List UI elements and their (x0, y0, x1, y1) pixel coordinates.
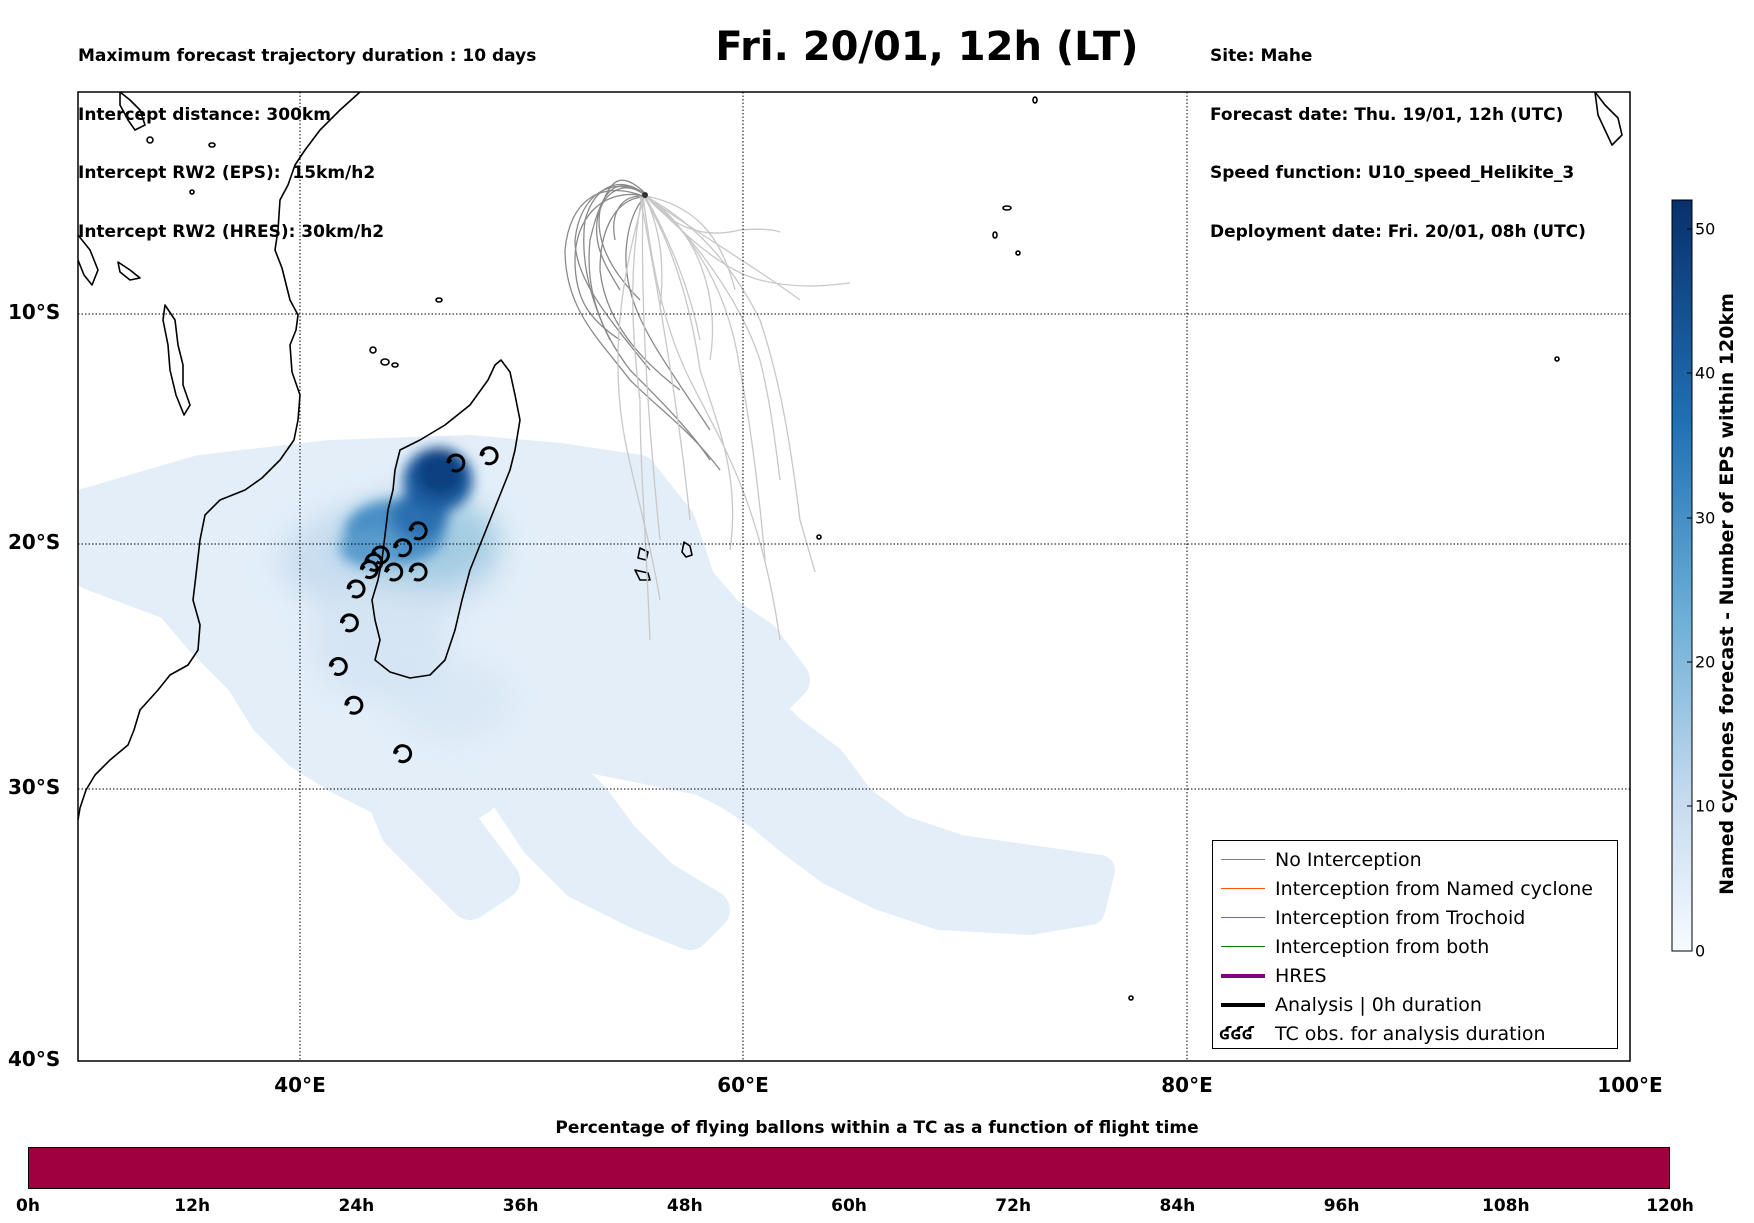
header-line: Speed function: U10_speed_Helikite_3 (1210, 163, 1575, 183)
lon-label: 60°E (717, 1073, 769, 1097)
legend-label: Interception from Named cyclone (1275, 877, 1593, 900)
map-legend: No Interception Interception from Named … (1212, 840, 1618, 1049)
legend-item: Analysis | 0h duration (1213, 990, 1617, 1019)
lat-label: 40°S (8, 1047, 61, 1071)
header-line: Intercept distance: 300km (78, 104, 331, 125)
lon-label: 40°E (274, 1073, 326, 1097)
flight-bar-tick-label: 96h (1323, 1196, 1360, 1216)
colorbar-ticks (1687, 228, 1692, 952)
colorbar-tick-label: 50 (1695, 219, 1716, 239)
tc-observation-icon (446, 453, 466, 473)
flight-bar-tick-label: 0h (16, 1196, 40, 1216)
legend-swatch (1221, 973, 1265, 978)
forecast-settings-text: Maximum forecast trajectory duration : 1… (78, 8, 536, 262)
tc-observation-icon (328, 657, 348, 676)
colorbar-tick-label: 0 (1695, 941, 1706, 961)
flight-bar-tick-label: 120h (1646, 1196, 1694, 1216)
legend-label: No Interception (1275, 848, 1422, 871)
tc-observation-icon (346, 579, 366, 599)
legend-swatch (1221, 858, 1265, 860)
legend-label: Interception from Trochoid (1275, 906, 1526, 929)
legend-label: Analysis | 0h duration (1275, 993, 1482, 1016)
site-info-text: Site: Mahe Forecast date: Thu. 19/01, 12… (1210, 8, 1586, 262)
map-grid (78, 92, 1630, 1061)
header-line: Maximum forecast trajectory duration : 1… (78, 46, 537, 66)
tc-observation-icon (408, 562, 428, 582)
flight-bar-tick-label: 48h (666, 1196, 703, 1216)
colorbar-tick-label: 20 (1695, 652, 1716, 672)
legend-item: No Interception (1213, 845, 1617, 874)
header-line: Deployment date: Fri. 20/01, 08h (UTC) (1210, 221, 1586, 242)
colorbar-tick-label: 30 (1695, 508, 1716, 528)
flight-bar-tick-label: 36h (502, 1196, 539, 1216)
tc-observation-icon (384, 562, 404, 582)
colorbar-label: Named cyclones forecast - Number of EPS … (1716, 293, 1738, 895)
legend-item: ʛʛʛ TC obs. for analysis duration (1213, 1019, 1617, 1048)
legend-swatch (1221, 887, 1265, 889)
tc-observation-icon (339, 613, 359, 633)
flight-bar-tick-label: 60h (831, 1196, 867, 1216)
coastlines (78, 92, 1623, 1001)
flight-bar-tick-label: 24h (338, 1196, 375, 1216)
tc-observation-icon (344, 695, 364, 715)
legend-swatch (1221, 916, 1265, 918)
flight-bar-tick-label: 72h (995, 1196, 1032, 1216)
legend-item: Interception from Trochoid (1213, 903, 1617, 932)
flight-time-bar (28, 1147, 1670, 1189)
header-line: Intercept RW2 (EPS): 15km/h2 (78, 163, 376, 183)
flight-bar-tick-label: 12h (174, 1196, 211, 1216)
header-line: Site: Mahe (1210, 46, 1313, 66)
lon-label: 80°E (1161, 1073, 1213, 1097)
flight-bar-tick-label: 108h (1482, 1196, 1530, 1216)
map-title: Fri. 20/01, 12h (LT) (715, 24, 1139, 70)
tc-observation-icon (408, 521, 428, 541)
header-line: Forecast date: Thu. 19/01, 12h (UTC) (1210, 104, 1564, 125)
tc-symbol-icon: ʛʛʛ (1219, 1023, 1254, 1044)
trajectories (564, 179, 851, 641)
lon-label: 100°E (1597, 1073, 1663, 1097)
colorbar-tick-label: 40 (1695, 363, 1716, 383)
legend-swatch (1221, 1002, 1265, 1007)
lat-label: 20°S (8, 530, 61, 554)
tc-observation-icon (393, 538, 413, 558)
flight-bar-tick-label: 84h (1159, 1196, 1196, 1216)
legend-label: HRES (1275, 964, 1327, 987)
eps-colorbar (1671, 199, 1693, 952)
flight-bar-title: Percentage of flying ballons within a TC… (555, 1118, 1199, 1138)
legend-item: Interception from Named cyclone (1213, 874, 1617, 903)
lat-label: 30°S (8, 775, 61, 799)
legend-label: Interception from both (1275, 935, 1490, 958)
legend-label: TC obs. for analysis duration (1275, 1022, 1546, 1045)
tc-observation-icon (479, 446, 499, 466)
legend-item: Interception from both (1213, 932, 1617, 961)
eps-density-field (78, 435, 1115, 950)
map-frame (77, 91, 1631, 1062)
legend-swatch (1221, 945, 1265, 947)
lat-label: 10°S (8, 300, 61, 324)
tc-observation-icon (393, 744, 413, 764)
eps-density-high (340, 448, 473, 566)
legend-item: HRES (1213, 961, 1617, 990)
tc-observation-icon (359, 560, 379, 580)
tc-observations (328, 446, 499, 764)
colorbar-tick-label: 10 (1695, 796, 1716, 816)
